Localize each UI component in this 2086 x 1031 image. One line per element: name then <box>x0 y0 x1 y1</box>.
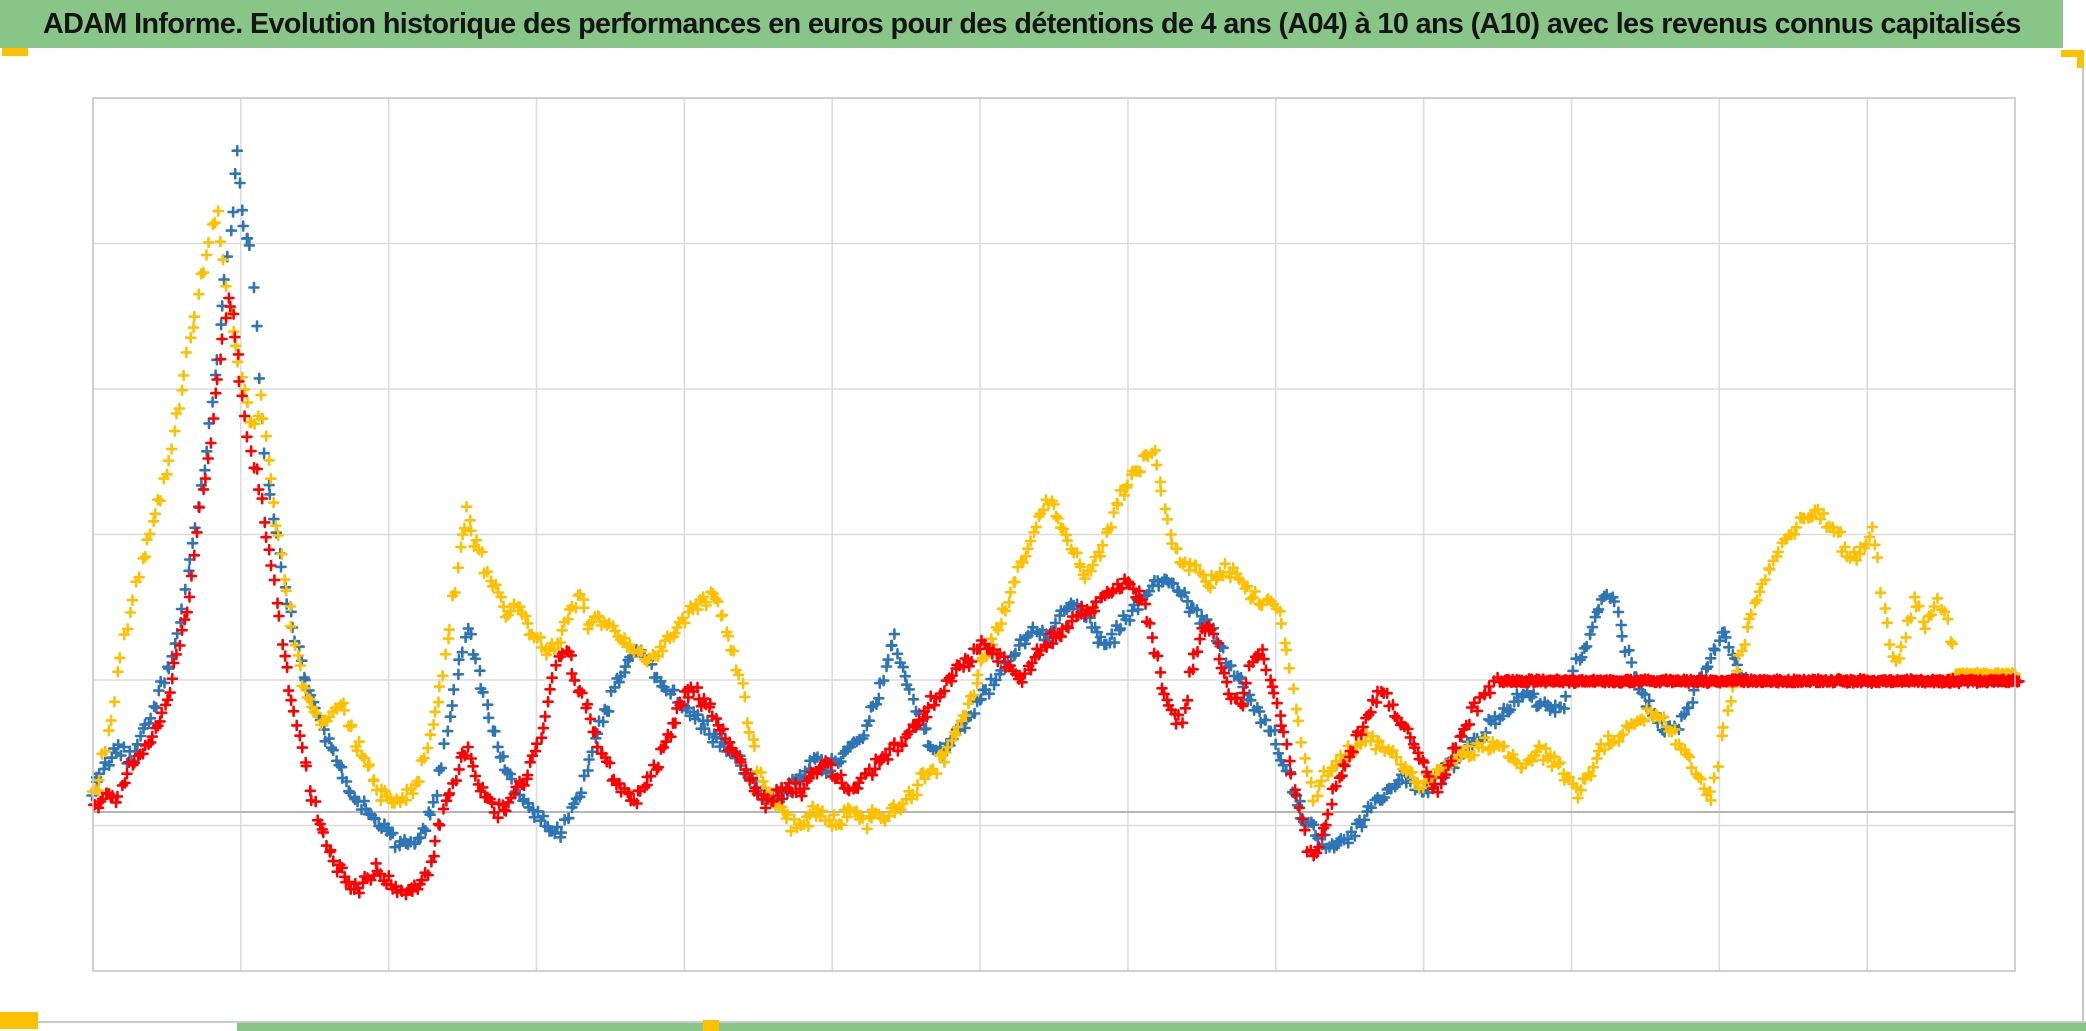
selection-handle-corner-h[interactable] <box>2061 50 2084 57</box>
series-series_gold <box>86 205 2021 837</box>
window-edge-bottom <box>0 1021 2086 1023</box>
bottom-left-yellow-handle[interactable] <box>0 1012 38 1029</box>
selection-handle-corner-v[interactable] <box>2077 50 2084 68</box>
series-series_red <box>88 292 2025 901</box>
chart-title-banner: ADAM Informe. Evolution historique des p… <box>0 0 2063 48</box>
chart-series-markers <box>86 144 2025 901</box>
selection-handle-top-left[interactable] <box>2 48 28 56</box>
chart-gridlines <box>92 97 2016 972</box>
bottom-green-bar <box>237 1023 2086 1031</box>
bottom-mid-yellow-handle[interactable] <box>703 1020 719 1031</box>
chart-title: ADAM Informe. Evolution historique des p… <box>42 7 2021 40</box>
window-edge-right <box>2082 67 2084 1031</box>
plot-area-border <box>92 97 2016 972</box>
